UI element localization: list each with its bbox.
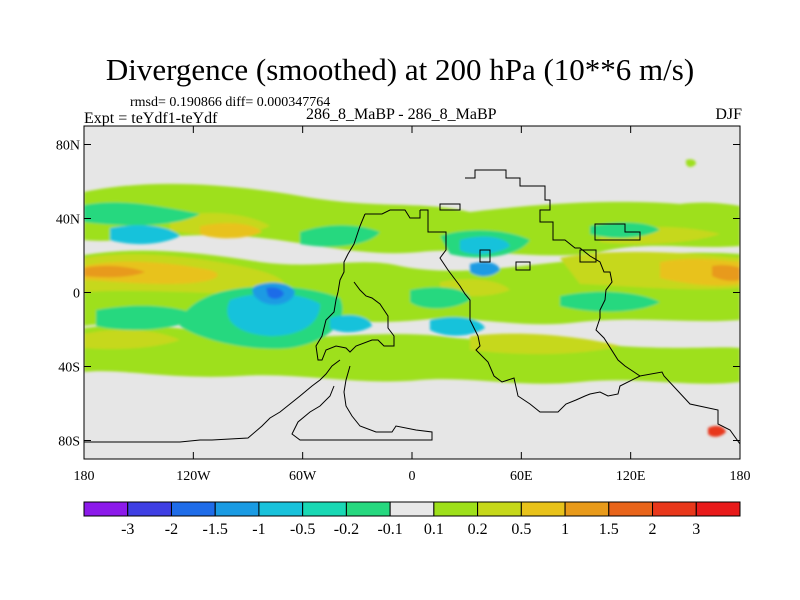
y-tick-label: 40N	[56, 213, 80, 228]
colorbar-swatch	[695, 501, 741, 517]
contour-patch	[227, 293, 320, 336]
contour-patch	[470, 333, 620, 355]
colorbar-swatch	[127, 501, 172, 517]
coastline-layer	[84, 169, 740, 459]
colorbar-swatch	[258, 501, 304, 517]
colorbar-swatch	[345, 501, 391, 517]
colorbar-swatch	[214, 501, 260, 517]
colorbar-swatch	[433, 501, 479, 517]
contour-patch	[686, 159, 696, 167]
x-tick-label: 120W	[176, 469, 211, 484]
colorbar-swatch	[389, 501, 435, 517]
colorbar-label: -3	[121, 521, 134, 538]
colorbar-label: -2	[165, 521, 178, 538]
colorbar-swatch	[564, 501, 610, 517]
coastline	[479, 249, 491, 263]
colorbar-swatch	[83, 501, 129, 517]
y-tick-label: 80S	[58, 435, 80, 450]
contour-patch	[330, 315, 372, 333]
colorbar-label: 3	[692, 521, 700, 538]
coastline	[291, 365, 433, 441]
x-tick-label: 0	[409, 469, 416, 484]
x-tick-label: 180	[74, 469, 95, 484]
coastline	[579, 249, 597, 263]
y-tick-label: 0	[73, 287, 80, 302]
contour-fill-layer	[84, 159, 740, 437]
contour-patch	[300, 225, 380, 247]
season-label: DJF	[715, 106, 742, 123]
contour-patch	[266, 287, 284, 299]
coastline	[594, 223, 641, 241]
colorbar-label: 0.2	[468, 521, 488, 538]
contour-patch	[84, 329, 180, 350]
colorbar-swatch	[170, 501, 216, 517]
x-tick-label: 60E	[510, 469, 533, 484]
colorbar-swatch	[477, 501, 522, 517]
colorbar-label: 2	[649, 521, 657, 538]
contour-patch	[84, 183, 740, 256]
colorbar: -3 -2 -1.5 -1 -0.5 -0.2 -0.1 0.1 0.2 0.5 1 1.5 2 3	[83, 501, 741, 538]
coastline	[420, 209, 641, 413]
colorbar-label: 0.5	[511, 521, 531, 538]
colorbar-label: 1	[561, 521, 569, 538]
colorbar-label: -1.5	[203, 521, 228, 538]
cases-label: 286_8_MaBP - 286_8_MaBP	[306, 106, 497, 123]
coastline	[439, 203, 461, 211]
colorbar-swatch	[608, 501, 654, 517]
coastline	[515, 261, 531, 271]
colorbar-swatch	[520, 501, 566, 517]
stats-label: rmsd= 0.190866 diff= 0.000347764	[130, 95, 331, 110]
axes-layer: 180 120W 60W 0 60E 120E 180 80N 40N 0 40S 80S	[56, 126, 751, 484]
chart-title: Divergence (smoothed) at 200 hPa (10**6 …	[105, 52, 695, 87]
contour-patch	[200, 223, 262, 239]
contour-patch	[708, 425, 726, 437]
y-tick-label: 40S	[58, 361, 80, 376]
colorbar-label: 0.1	[424, 521, 444, 538]
colorbar-swatch	[302, 501, 347, 517]
contour-patch	[712, 265, 740, 281]
contour-patch	[84, 202, 200, 226]
coastline	[465, 169, 740, 445]
x-tick-label: 120E	[616, 469, 646, 484]
colorbar-label: -0.1	[377, 521, 402, 538]
contour-patch	[560, 291, 660, 312]
colorbar-label: 1.5	[599, 521, 619, 538]
coastline	[365, 209, 421, 219]
coastline	[315, 213, 395, 361]
colorbar-label: -0.5	[290, 521, 315, 538]
colorbar-swatch	[652, 501, 697, 517]
colorbar-label: -0.2	[334, 521, 359, 538]
experiment-label: Expt = teYdf1-teYdf	[84, 110, 218, 127]
contour-patch	[460, 236, 510, 255]
contour-patch	[410, 287, 470, 309]
x-tick-label: 60W	[289, 469, 317, 484]
contour-patch	[470, 262, 500, 277]
contour-patch	[110, 225, 180, 245]
coastline	[84, 359, 341, 443]
x-tick-label: 180	[730, 469, 751, 484]
contour-patch	[96, 305, 200, 331]
y-tick-label: 80N	[56, 139, 80, 154]
contour-patch	[84, 265, 145, 278]
colorbar-label: -1	[252, 521, 265, 538]
